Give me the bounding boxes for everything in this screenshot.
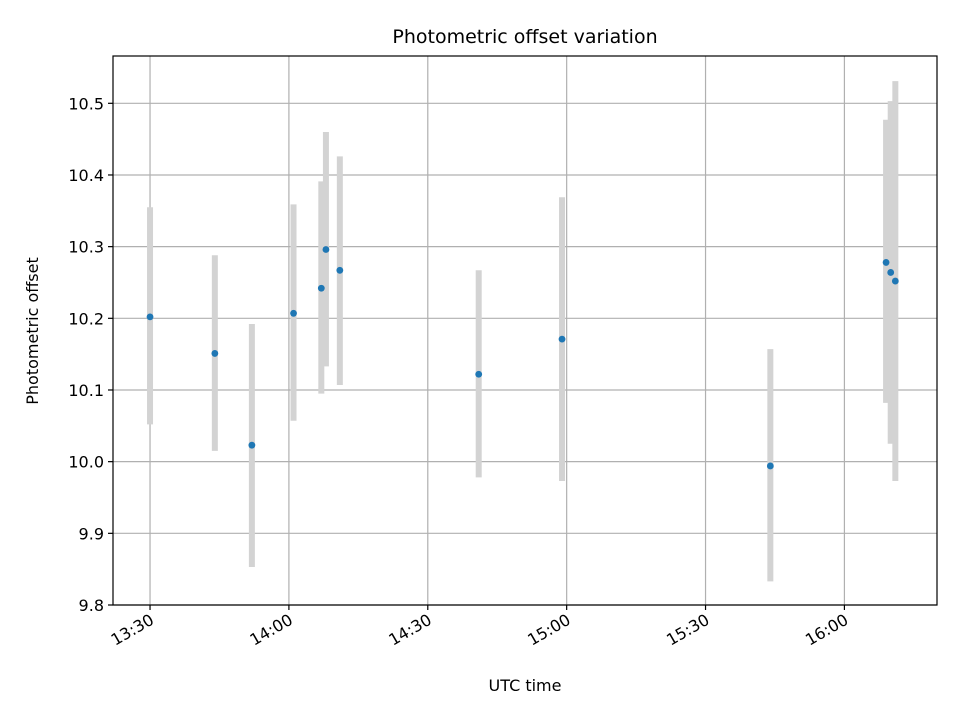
x-axis-label: UTC time (489, 676, 562, 695)
data-point (887, 269, 895, 276)
data-point (891, 277, 899, 285)
data-point (766, 462, 774, 470)
y-tick-label: 9.9 (79, 524, 104, 543)
y-tick-label: 10.5 (68, 94, 104, 113)
data-point (475, 370, 483, 378)
data-point (322, 246, 330, 253)
data-points (146, 246, 899, 470)
data-point (146, 313, 154, 321)
data-point (248, 441, 256, 449)
data-point (317, 284, 325, 292)
plot-frame (112, 55, 938, 606)
y-axis-ticks: 9.8 9.9 10.0 10.1 10.2 10.3 10.4 10.5 (68, 94, 113, 615)
data-point (558, 335, 566, 343)
data-point (336, 266, 344, 274)
data-point (882, 259, 890, 266)
chart-title: Photometric offset variation (392, 26, 657, 48)
y-tick-label: 9.8 (79, 596, 104, 615)
y-tick-label: 10.0 (68, 453, 104, 472)
y-tick-label: 10.3 (68, 238, 104, 257)
y-axis-label: Photometric offset (23, 257, 42, 405)
data-point (290, 309, 297, 317)
y-tick-label: 10.1 (68, 381, 104, 400)
y-tick-label: 10.4 (68, 166, 104, 185)
y-tick-label: 10.2 (68, 309, 104, 328)
data-point (211, 350, 219, 357)
